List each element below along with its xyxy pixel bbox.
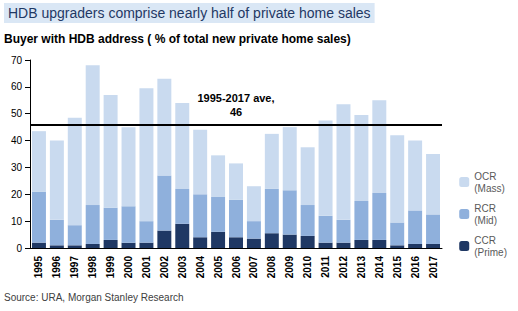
svg-text:2006: 2006 xyxy=(231,256,242,279)
svg-text:2005: 2005 xyxy=(213,256,224,279)
svg-text:2002: 2002 xyxy=(159,256,170,279)
svg-text:(Mid): (Mid) xyxy=(474,215,497,226)
svg-text:1996: 1996 xyxy=(51,256,62,279)
svg-text:1999: 1999 xyxy=(105,256,116,279)
svg-text:2003: 2003 xyxy=(177,256,188,279)
svg-text:10: 10 xyxy=(11,216,23,227)
svg-text:60: 60 xyxy=(11,81,23,92)
svg-text:2010: 2010 xyxy=(302,256,313,279)
svg-text:1998: 1998 xyxy=(87,256,98,279)
svg-text:(Mass): (Mass) xyxy=(474,183,505,194)
svg-text:46: 46 xyxy=(230,106,242,118)
svg-text:30: 30 xyxy=(11,162,23,173)
svg-text:40: 40 xyxy=(11,135,23,146)
svg-text:1995: 1995 xyxy=(33,256,44,279)
svg-text:RCR: RCR xyxy=(474,203,496,214)
svg-text:2016: 2016 xyxy=(410,256,421,279)
svg-text:(Prime): (Prime) xyxy=(474,247,507,258)
svg-text:2007: 2007 xyxy=(248,256,259,279)
svg-text:2013: 2013 xyxy=(356,256,367,279)
svg-text:OCR: OCR xyxy=(474,171,496,182)
svg-text:2008: 2008 xyxy=(266,256,277,279)
svg-text:50: 50 xyxy=(11,108,23,119)
svg-text:2012: 2012 xyxy=(338,256,349,279)
svg-text:CCR: CCR xyxy=(474,235,496,246)
svg-text:20: 20 xyxy=(11,189,23,200)
svg-text:2000: 2000 xyxy=(123,256,134,279)
svg-text:HDB upgraders comprise nearly: HDB upgraders comprise nearly half of pr… xyxy=(8,5,371,21)
svg-text:Buyer with HDB address ( % of: Buyer with HDB address ( % of total new … xyxy=(4,32,351,46)
svg-text:1995-2017 ave,: 1995-2017 ave, xyxy=(197,92,274,104)
svg-text:2011: 2011 xyxy=(320,256,331,278)
svg-text:0: 0 xyxy=(16,243,22,254)
svg-text:2014: 2014 xyxy=(374,256,385,279)
svg-text:2015: 2015 xyxy=(392,256,403,279)
svg-text:2017: 2017 xyxy=(428,256,439,279)
svg-text:70: 70 xyxy=(11,55,23,66)
svg-text:1997: 1997 xyxy=(69,256,80,279)
svg-text:2001: 2001 xyxy=(141,256,152,279)
svg-text:2004: 2004 xyxy=(195,256,206,279)
svg-text:Source: URA, Morgan Stanley Re: Source: URA, Morgan Stanley Research xyxy=(4,292,184,303)
svg-text:2009: 2009 xyxy=(284,256,295,279)
